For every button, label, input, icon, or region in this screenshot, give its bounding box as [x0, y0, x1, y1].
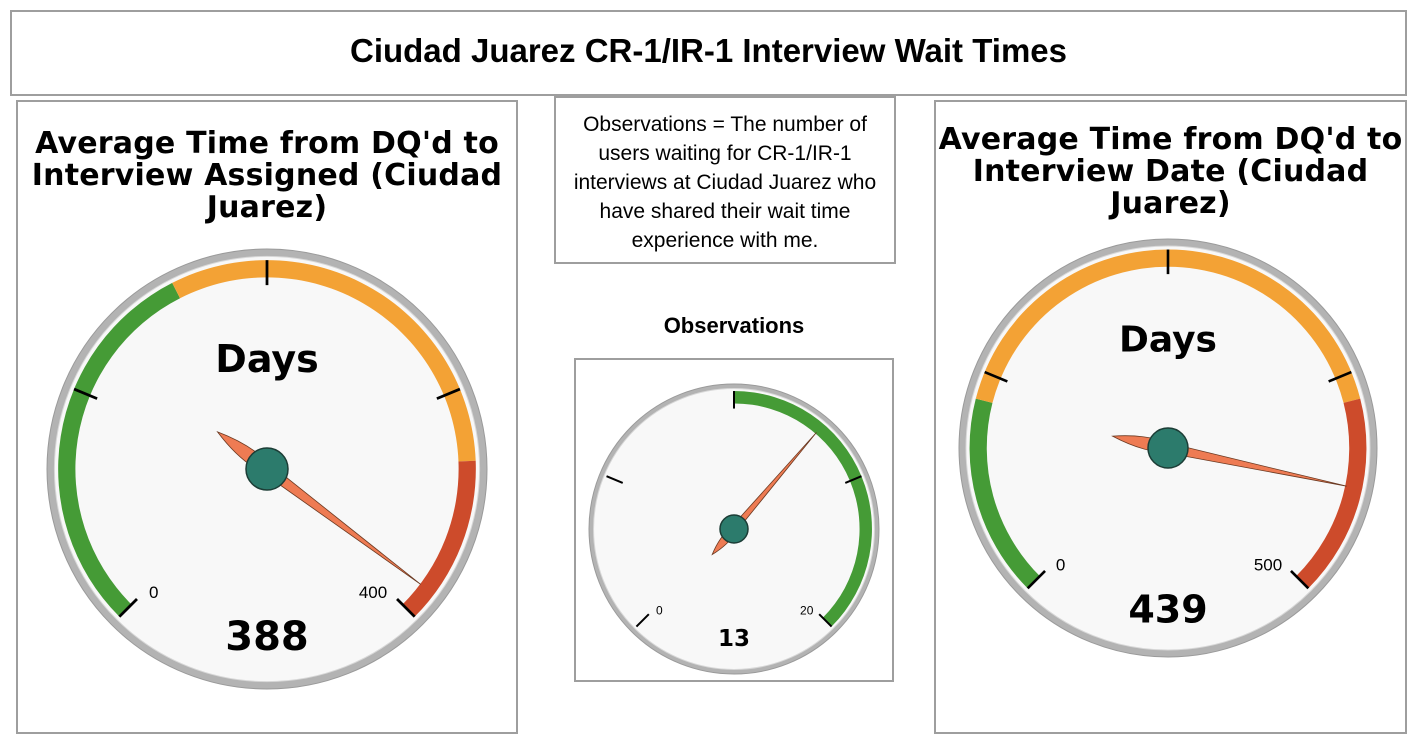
- gauge-interview-date: 0 500 Days 439: [958, 238, 1378, 658]
- gauge-tick: [436, 387, 461, 400]
- gauge-unit-label: Days: [1119, 319, 1217, 360]
- gauge-band-green: [58, 282, 181, 617]
- gauge-band-green: [734, 391, 872, 627]
- gauge-needle-hub: [245, 447, 289, 491]
- gauge-band-green: [969, 398, 1040, 589]
- gauge-max-label: 20: [800, 603, 814, 617]
- gauge-max-label: 500: [1254, 556, 1282, 575]
- gauge-tick: [606, 475, 624, 484]
- gauge-band-orange: [172, 260, 476, 462]
- gauge-title-interview-assigned: Average Time from DQ'd to Interview Assi…: [31, 126, 503, 225]
- gauge-tick: [818, 613, 833, 628]
- gauge-needle-hub: [1147, 427, 1189, 469]
- gauge-observations: 0 20 13: [588, 383, 880, 675]
- gauge-tick: [1328, 370, 1352, 383]
- observations-note-box: Observations = The number of users waiti…: [554, 96, 896, 264]
- gauge-band-red: [402, 460, 476, 617]
- gauge-tick: [844, 475, 862, 484]
- gauge-interview-assigned: 0 400 Days 388: [46, 248, 488, 690]
- observations-note-text: Observations = The number of users waiti…: [573, 113, 877, 252]
- gauge-value-label: 13: [718, 626, 750, 652]
- gauge-min-label: 0: [149, 583, 158, 602]
- gauge-tick: [1026, 570, 1046, 590]
- gauge-tick: [1290, 570, 1310, 590]
- gauge-band-red: [1296, 398, 1367, 589]
- title-box: Ciudad Juarez CR-1/IR-1 Interview Wait T…: [10, 10, 1407, 96]
- gauge-tick: [118, 598, 138, 618]
- gauge-title-observations: Observations: [663, 313, 805, 338]
- gauge-band-orange: [975, 249, 1361, 403]
- gauge-value-label: 388: [225, 614, 309, 660]
- gauge-tick: [396, 598, 416, 618]
- gauge-max-label: 400: [359, 583, 387, 602]
- gauge-min-label: 0: [1056, 556, 1065, 575]
- gauge-needle-hub: [719, 514, 749, 544]
- page-title: Ciudad Juarez CR-1/IR-1 Interview Wait T…: [349, 32, 1067, 69]
- gauge-value-label: 439: [1128, 587, 1207, 631]
- gauge-tick: [73, 387, 98, 400]
- gauge-unit-label: Days: [215, 337, 318, 381]
- gauge-tick: [635, 613, 650, 628]
- gauge-min-label: 0: [656, 603, 663, 617]
- gauge-title-interview-date: Average Time from DQ'd to Interview Date…: [938, 122, 1403, 221]
- gauge-tick: [984, 370, 1008, 383]
